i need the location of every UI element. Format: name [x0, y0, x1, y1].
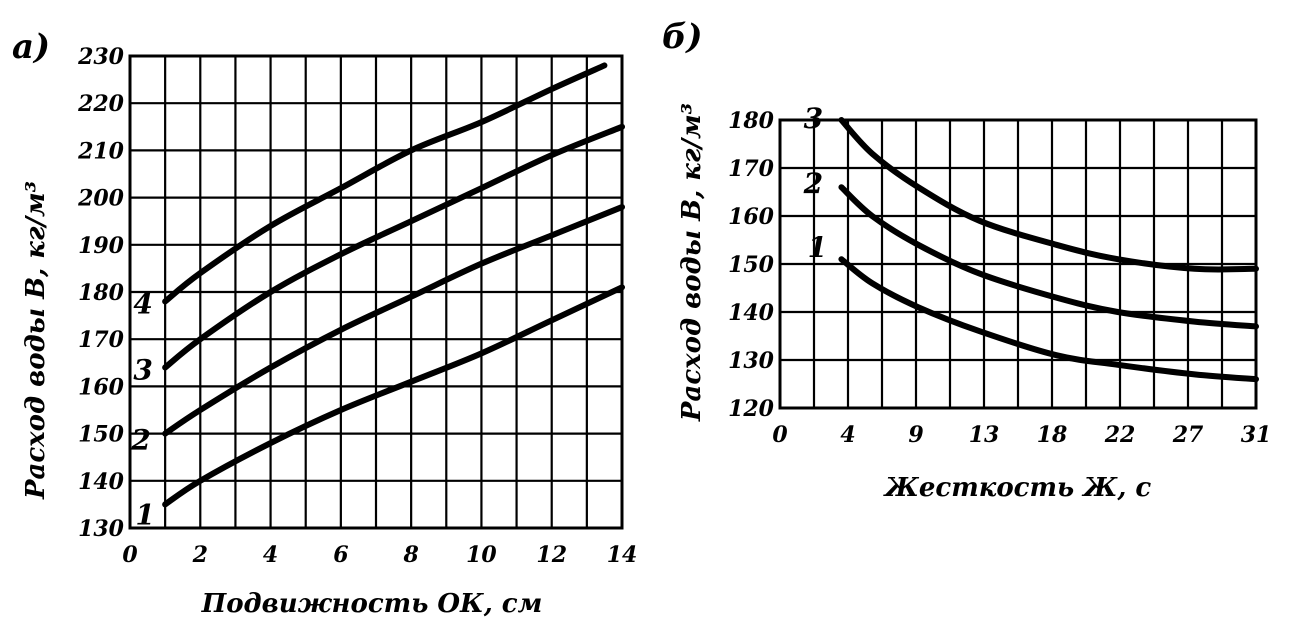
y-tick-label: 150 [728, 252, 775, 278]
x-tick-label: 18 [1037, 422, 1068, 448]
curve-labels-a: 1 2 3 4 [130, 287, 154, 531]
series-line-2 [838, 184, 1259, 330]
series-line-3 [838, 117, 1259, 273]
x-tick-label: 4 [263, 542, 278, 568]
y-tick-label: 170 [728, 156, 775, 182]
grid-a [128, 54, 624, 530]
curves-a [162, 62, 625, 508]
x-tick-label: 6 [333, 542, 348, 568]
y-tick-label: 170 [78, 327, 125, 353]
y-tick-label: 150 [78, 422, 125, 448]
series-line-1 [162, 284, 625, 508]
curves-b [838, 117, 1259, 383]
ticks-a: 130 140 150 160 170 180 190 200 210 220 230 0 2 4 6 8 10… [77, 44, 637, 568]
y-tick-label: 230 [77, 44, 125, 70]
series-label-3: 3 [804, 102, 823, 135]
series-label-3: 3 [133, 354, 152, 387]
series-line-2 [162, 204, 625, 437]
y-tick-label: 180 [728, 108, 775, 134]
series-label-1: 1 [808, 231, 827, 264]
x-tick-label: 27 [1172, 422, 1204, 448]
curve-labels-b: 1 2 3 [803, 102, 827, 264]
series-line-4 [162, 62, 608, 305]
x-tick-label: 14 [607, 542, 638, 568]
series-label-2: 2 [803, 167, 823, 200]
plot-frame [128, 54, 624, 530]
y-tick-label: 200 [77, 186, 125, 212]
x-tick-label: 10 [466, 542, 497, 568]
x-tick-label: 2 [192, 542, 208, 568]
series-label-2: 2 [130, 424, 150, 457]
series-label-1: 1 [135, 498, 154, 531]
y-tick-label: 130 [78, 516, 125, 542]
y-tick-label: 180 [78, 280, 125, 306]
y-tick-label: 210 [77, 138, 125, 164]
y-tick-label: 190 [78, 233, 125, 259]
x-tick-label: 13 [969, 422, 1000, 448]
x-tick-label: 8 [402, 542, 418, 568]
panel-label-a: а) [12, 27, 50, 67]
y-axis-title-b: Расход воды В, кг/м³ [677, 103, 707, 422]
x-tick-label: 4 [840, 422, 855, 448]
x-tick-label: 0 [122, 542, 138, 568]
x-tick-label: 0 [772, 422, 788, 448]
y-tick-label: 130 [728, 348, 775, 374]
y-tick-label: 220 [77, 91, 125, 117]
plot-frame [778, 118, 1258, 410]
x-tick-label: 31 [1241, 422, 1272, 448]
y-tick-label: 140 [728, 300, 775, 326]
x-axis-title-a: Подвижность ОК, см [201, 589, 543, 619]
x-axis-title-b: Жесткость Ж, с [883, 473, 1152, 503]
panel-label-b: б) [662, 17, 703, 57]
x-tick-label: 12 [536, 542, 567, 568]
ticks-b: 120 130 140 150 160 170 180 0 4 9 13 18 22 27 31 [728, 108, 1271, 448]
series-line-3 [162, 123, 625, 371]
x-tick-label: 22 [1104, 422, 1136, 448]
y-tick-label: 160 [78, 374, 125, 400]
y-tick-label: 140 [78, 469, 125, 495]
series-line-1 [838, 256, 1259, 383]
y-axis-title-a: Расход воды В, кг/м³ [21, 181, 51, 500]
series-label-4: 4 [133, 287, 152, 320]
y-tick-label: 160 [728, 204, 775, 230]
y-tick-label: 120 [728, 396, 775, 422]
x-tick-label: 9 [908, 422, 923, 448]
